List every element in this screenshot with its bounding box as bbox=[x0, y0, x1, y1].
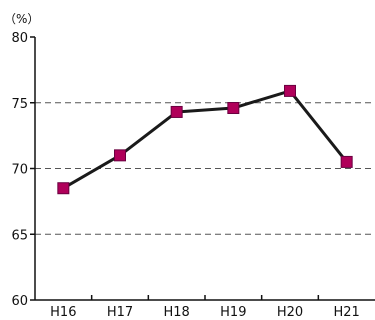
data-point-H20 bbox=[284, 84, 296, 97]
data-point-H16 bbox=[57, 182, 70, 195]
data-point-H21 bbox=[340, 155, 353, 168]
data-point-H17 bbox=[114, 149, 126, 162]
y-tick-label-65: 65 bbox=[11, 228, 28, 243]
x-tick-label-H18: H18 bbox=[164, 305, 190, 320]
y-tick-label-70: 70 bbox=[11, 163, 28, 178]
x-tick-label-H17: H17 bbox=[107, 305, 133, 320]
y-axis-ticks: 60 65 70 75 80 bbox=[11, 31, 35, 309]
x-tick-label-H19: H19 bbox=[220, 305, 246, 320]
x-tick-label-H21: H21 bbox=[334, 305, 360, 320]
y-tick-label-75: 75 bbox=[11, 97, 28, 112]
x-tick-label-H20: H20 bbox=[277, 305, 303, 320]
x-tick-label-H16: H16 bbox=[50, 305, 76, 320]
grid-lines bbox=[35, 102, 375, 235]
series-line-0 bbox=[62, 89, 348, 190]
y-tick-label-60: 60 bbox=[11, 294, 28, 309]
data-point-H18 bbox=[170, 105, 183, 118]
y-unit-label: （%） bbox=[4, 12, 39, 26]
data-point-H19 bbox=[227, 102, 240, 115]
y-tick-label-80: 80 bbox=[11, 31, 28, 46]
x-axis-ticks: H16 H17 H18 H19 H20 H21 bbox=[50, 295, 360, 320]
series-line-group bbox=[57, 84, 353, 195]
